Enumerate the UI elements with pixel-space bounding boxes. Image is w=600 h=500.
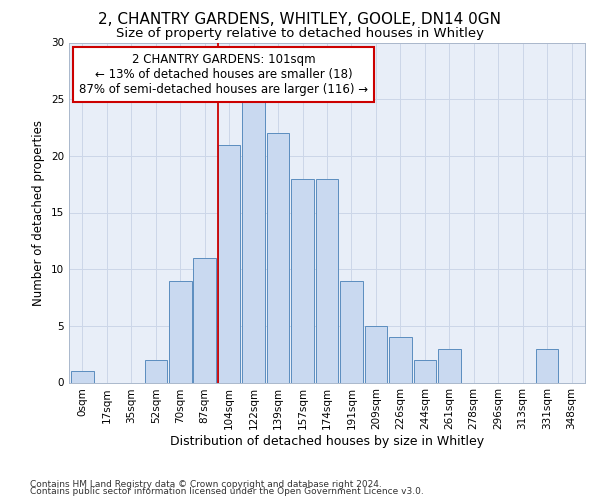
Bar: [267, 133, 289, 382]
Bar: [438, 348, 461, 382]
Bar: [316, 178, 338, 382]
Bar: [365, 326, 387, 382]
Bar: [389, 337, 412, 382]
Text: Size of property relative to detached houses in Whitley: Size of property relative to detached ho…: [116, 28, 484, 40]
Bar: [218, 144, 241, 382]
Text: Contains public sector information licensed under the Open Government Licence v3: Contains public sector information licen…: [30, 488, 424, 496]
Bar: [291, 178, 314, 382]
Text: Contains HM Land Registry data © Crown copyright and database right 2024.: Contains HM Land Registry data © Crown c…: [30, 480, 382, 489]
Y-axis label: Number of detached properties: Number of detached properties: [32, 120, 46, 306]
Bar: [169, 280, 191, 382]
Text: 2 CHANTRY GARDENS: 101sqm
← 13% of detached houses are smaller (18)
87% of semi-: 2 CHANTRY GARDENS: 101sqm ← 13% of detac…: [79, 52, 368, 96]
Bar: [536, 348, 559, 382]
Bar: [145, 360, 167, 382]
Bar: [71, 371, 94, 382]
Bar: [193, 258, 216, 382]
Bar: [242, 99, 265, 382]
X-axis label: Distribution of detached houses by size in Whitley: Distribution of detached houses by size …: [170, 435, 484, 448]
Bar: [340, 280, 363, 382]
Text: 2, CHANTRY GARDENS, WHITLEY, GOOLE, DN14 0GN: 2, CHANTRY GARDENS, WHITLEY, GOOLE, DN14…: [98, 12, 502, 28]
Bar: [413, 360, 436, 382]
